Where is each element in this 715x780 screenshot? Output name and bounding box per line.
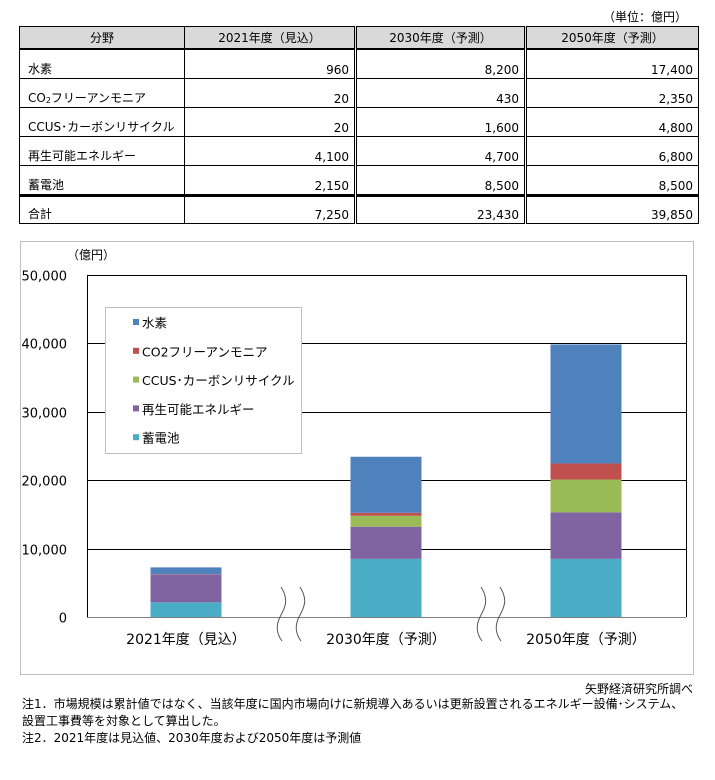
bar-segment	[150, 602, 222, 617]
y-tick-label: 10,000	[22, 544, 68, 559]
legend-label: CO2フリーアンモニア	[142, 344, 268, 359]
table-row: 蓄電池 2,150 8,500 8,500	[19, 165, 699, 196]
table-row: CCUS･カーボンリサイクル 20 1,600 4,800	[19, 107, 699, 137]
y-tick-label: 20,000	[22, 475, 68, 490]
cell-2050: 2,350	[525, 78, 699, 108]
row-label-prefix: CO	[28, 91, 46, 105]
y-tick-label: 50,000	[22, 270, 68, 285]
y-tick-label: 30,000	[22, 407, 68, 422]
legend-swatch	[133, 434, 139, 441]
notes: 注1．市場規模は累計値ではなく、当該年度に国内市場向けに新規導入あるいは更新設置…	[22, 696, 683, 747]
note-2: 注2．2021年度は見込値、2030年度および2050年度は予測値	[22, 731, 362, 745]
note-1-continued: 設置工事費等を対象として算出した。	[22, 714, 226, 728]
x-tick-label: 2050年度（予測）	[526, 632, 646, 648]
cell-2021: 2,150	[184, 165, 357, 196]
axis-break-mark	[276, 586, 287, 642]
legend-swatch	[133, 319, 139, 325]
cell-2021: 960	[184, 48, 357, 79]
table-row: CO2フリーアンモニア 20 430 2,350	[19, 78, 699, 108]
header-2030: 2030年度（予測）	[355, 26, 527, 50]
row-label: 再生可能エネルギー	[19, 136, 185, 166]
y-tick-label: 0	[59, 612, 67, 627]
bar-segment	[350, 526, 422, 559]
table-total-row: 合計 7,250 23,430 39,850	[19, 194, 699, 224]
bar-segment	[150, 567, 222, 574]
row-label: 水素	[19, 48, 185, 79]
axis-break-mark	[495, 586, 506, 642]
cell-2021: 20	[184, 107, 357, 137]
cell-2021: 20	[184, 78, 357, 108]
bar-segment	[550, 479, 622, 513]
row-label-suffix: フリーアンモニア	[50, 91, 146, 105]
chart-frame: 水素 CO2フリーアンモニア CCUS･カーボンリサイクル 再生可能エネルギー 蓄電池 …	[20, 241, 694, 675]
row-label-subscript: 2	[45, 96, 51, 105]
stacked-bar-chart: 水素CO2フリーアンモニアCCUS･カーボンリサイクル再生可能エネルギー蓄電池 …	[22, 248, 687, 648]
header-2050: 2050年度（予測）	[525, 26, 699, 50]
market-size-table: 分野 2021年度（見込） 2030年度（予測） 2050年度（予測） 水素 9…	[19, 26, 699, 224]
unit-label: （単位：億円）	[602, 10, 687, 24]
axis-break-mark	[295, 586, 306, 642]
cell-2030: 430	[355, 78, 527, 108]
bar-segment	[550, 463, 622, 480]
cell-2021: 4,100	[184, 136, 357, 166]
cell-2050: 6,800	[525, 136, 699, 166]
total-2050: 39,850	[525, 194, 699, 224]
bar-segment	[350, 558, 422, 617]
bar-segment	[150, 574, 222, 603]
legend-swatch	[133, 376, 139, 383]
bar-segment	[550, 558, 622, 617]
note-1: 注1．市場規模は累計値ではなく、当該年度に国内市場向けに新規導入あるいは更新設置…	[22, 697, 684, 711]
cell-2030: 1,600	[355, 107, 527, 137]
table-row: 水素 960 8,200 17,400	[19, 48, 699, 79]
bar-segment	[350, 515, 422, 527]
legend-label: CCUS･カーボンリサイクル	[142, 373, 295, 388]
table-row: 再生可能エネルギー 4,100 4,700 6,800	[19, 136, 699, 166]
legend-label: 蓄電池	[142, 431, 180, 446]
cell-2050: 4,800	[525, 107, 699, 137]
legend-label: 水素	[142, 316, 167, 331]
cell-2030: 8,500	[355, 165, 527, 196]
total-label: 合計	[19, 194, 185, 224]
row-label: CCUS･カーボンリサイクル	[19, 107, 185, 137]
total-2021: 7,250	[184, 194, 357, 224]
cell-2030: 8,200	[355, 48, 527, 79]
bar-segment	[550, 344, 622, 464]
header-2021: 2021年度（見込）	[184, 26, 357, 50]
y-axis-unit-label: （億円）	[67, 248, 115, 262]
legend-swatch	[133, 405, 139, 412]
cell-2050: 17,400	[525, 48, 699, 79]
y-tick-label: 40,000	[22, 338, 68, 353]
header-field: 分野	[19, 26, 185, 50]
bar-segment	[350, 512, 422, 516]
cell-2030: 4,700	[355, 136, 527, 166]
row-label: CO2フリーアンモニア	[19, 78, 185, 108]
x-tick-label: 2021年度（見込）	[126, 632, 246, 648]
legend-swatch	[133, 347, 139, 354]
source-credit: 矢野経済研究所調べ	[584, 682, 693, 696]
bar-segment	[350, 456, 422, 513]
bar-segment	[550, 512, 622, 559]
legend-label: 再生可能エネルギー	[142, 402, 255, 417]
row-label: 蓄電池	[19, 165, 185, 196]
x-tick-label: 2030年度（予測）	[326, 632, 446, 648]
cell-2050: 8,500	[525, 165, 699, 196]
table-header-row: 分野 2021年度（見込） 2030年度（予測） 2050年度（予測）	[19, 26, 699, 50]
total-2030: 23,430	[355, 194, 527, 224]
axis-break-mark	[476, 586, 487, 642]
